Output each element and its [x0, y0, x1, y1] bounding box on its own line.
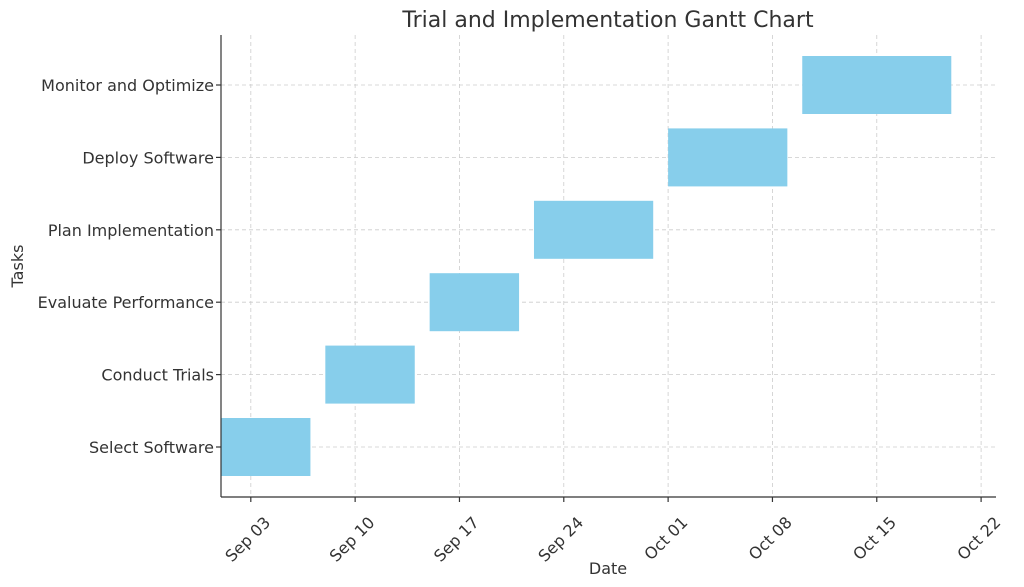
gantt-bar	[429, 273, 520, 332]
gantt-bar	[325, 345, 415, 404]
x-tick-label: Oct 15	[849, 513, 900, 564]
y-tick-label: Deploy Software	[82, 148, 214, 167]
x-tick-label: Oct 22	[953, 513, 1004, 564]
x-tick-label: Oct 01	[640, 513, 691, 564]
x-tick-label: Sep 24	[534, 513, 587, 566]
y-tick-label: Monitor and Optimize	[41, 76, 214, 95]
x-tick-label: Sep 03	[221, 513, 274, 566]
y-tick-label: Select Software	[89, 438, 214, 457]
gantt-bar	[533, 200, 654, 259]
x-tick-label: Oct 08	[745, 513, 796, 564]
chart-title: Trial and Implementation Gantt Chart	[401, 8, 814, 33]
y-tick-label: Conduct Trials	[101, 366, 214, 385]
x-tick-label: Sep 17	[430, 513, 483, 566]
gantt-bar	[221, 418, 311, 476]
y-ticks: Select Software Conduct Trials Evaluate Pe…	[38, 76, 221, 457]
bars	[221, 56, 952, 476]
x-axis-label: Date	[589, 559, 627, 578]
x-ticks: Sep 03 Sep 10 Sep 17 Sep 24 Oct 01 Oct 08 Oct …	[221, 497, 1004, 566]
axes	[220, 35, 996, 498]
x-tick-label: Sep 10	[326, 513, 379, 566]
y-tick-label: Plan Implementation	[48, 221, 214, 240]
gantt-bar	[802, 56, 952, 114]
y-axis-label: Tasks	[8, 245, 27, 289]
gantt-bar	[668, 128, 788, 187]
y-tick-label: Evaluate Performance	[38, 293, 214, 312]
